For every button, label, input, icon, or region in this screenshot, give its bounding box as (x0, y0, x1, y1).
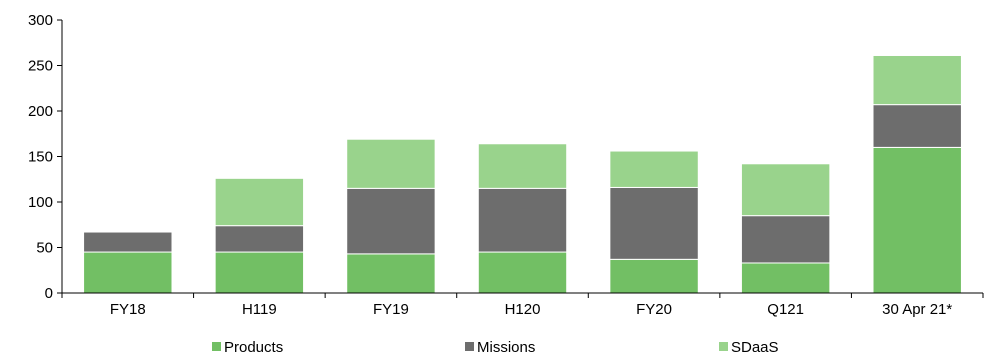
bar-products-q121 (740, 262, 831, 294)
y-tick-label: 250 (28, 58, 53, 75)
bar-missions-h120 (477, 187, 568, 253)
bar-missions-fy18 (83, 231, 173, 253)
bar-sdaas-q121 (740, 163, 831, 217)
bar-products-h120 (477, 251, 568, 294)
x-tick-label: H119 (242, 301, 277, 318)
legend-item-missions: Missions (465, 339, 535, 356)
x-tick-label: FY20 (636, 301, 672, 318)
legend-item-sdaas: SDaaS (719, 339, 779, 356)
bar-products-fy19 (346, 253, 436, 294)
y-axis: 0 50 100 150 200 250 300 (28, 12, 63, 302)
legend-item-products: Products (212, 339, 283, 356)
bar-products-h119 (214, 251, 305, 294)
bar-sdaas-fy19 (346, 138, 436, 189)
bar-products-30-apr-21 (872, 146, 962, 294)
bar-sdaas-h119 (214, 177, 305, 227)
bar-missions-fy19 (346, 187, 436, 255)
y-tick-label: 100 (28, 194, 53, 211)
x-tick-label: FY18 (110, 301, 146, 318)
x-axis: FY18 H119 FY19 H120 FY20 Q121 30 Apr 21* (61, 292, 984, 318)
y-tick-label: 0 (45, 285, 53, 302)
legend-swatch-sdaas (719, 342, 728, 351)
legend-label-sdaas: SDaaS (731, 339, 779, 356)
y-tick-label: 50 (36, 240, 53, 257)
x-tick-label: 30 Apr 21* (882, 301, 952, 318)
bar-missions-30-apr-21 (872, 104, 962, 148)
legend-label-products: Products (224, 339, 283, 356)
y-tick-label: 300 (28, 12, 53, 29)
legend: Products Missions SDaaS (212, 339, 779, 356)
bar-missions-h119 (214, 225, 305, 253)
bar-sdaas-fy20 (609, 150, 699, 188)
legend-swatch-products (212, 342, 221, 351)
bar-products-fy20 (609, 258, 699, 294)
bar-missions-fy20 (609, 186, 699, 260)
x-tick-label: H120 (505, 301, 541, 318)
x-tick-label: Q121 (767, 301, 804, 318)
bar-missions-q121 (740, 215, 831, 264)
bars-layer (83, 54, 962, 294)
bar-products-fy18 (83, 251, 173, 294)
legend-label-missions: Missions (477, 339, 535, 356)
y-tick-label: 150 (28, 149, 53, 166)
x-tick-label: FY19 (373, 301, 409, 318)
legend-swatch-missions (465, 342, 474, 351)
y-tick-label: 200 (28, 103, 53, 120)
bar-sdaas-h120 (477, 143, 568, 189)
bar-sdaas-30-apr-21 (872, 54, 962, 106)
